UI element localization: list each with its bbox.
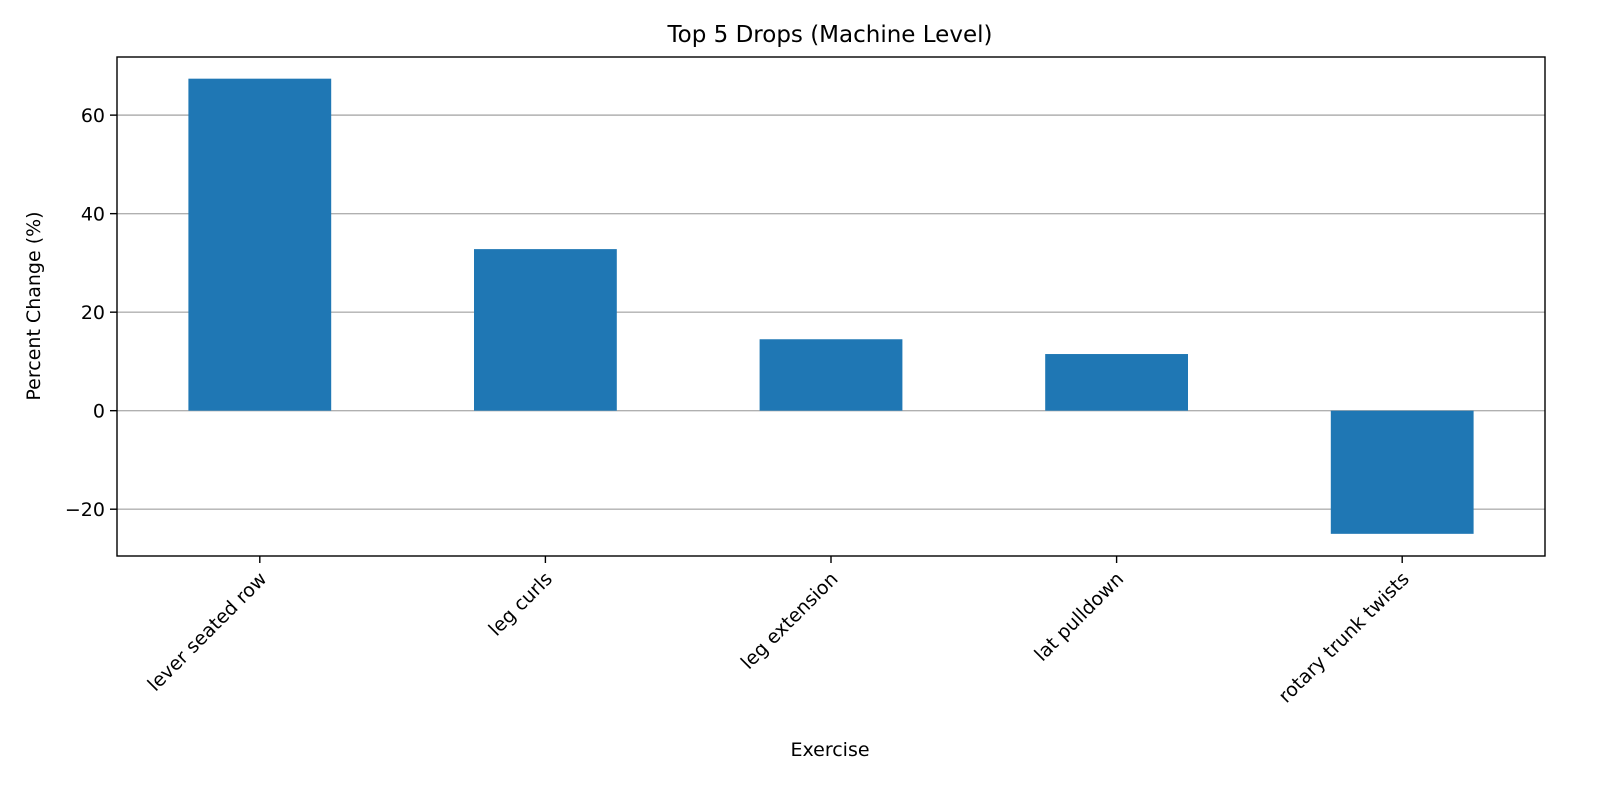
y-axis-ticks: −20 0 20 40 60: [65, 105, 117, 521]
bar: [759, 339, 903, 411]
x-axis-title: Exercise: [790, 739, 869, 761]
bar: [188, 78, 332, 411]
y-tick-label: 40: [81, 204, 105, 226]
chart-title: Top 5 Drops (Machine Level): [667, 22, 993, 48]
bar: [1330, 410, 1474, 534]
y-tick-label: 60: [81, 105, 105, 127]
bar: [474, 249, 617, 411]
bar: [1045, 354, 1188, 411]
y-axis-title: Percent Change (%): [23, 211, 45, 400]
y-tick-label: 0: [93, 401, 105, 423]
y-tick-label: 20: [81, 302, 105, 324]
bars: [188, 78, 1474, 534]
y-tick-label: −20: [65, 499, 105, 521]
